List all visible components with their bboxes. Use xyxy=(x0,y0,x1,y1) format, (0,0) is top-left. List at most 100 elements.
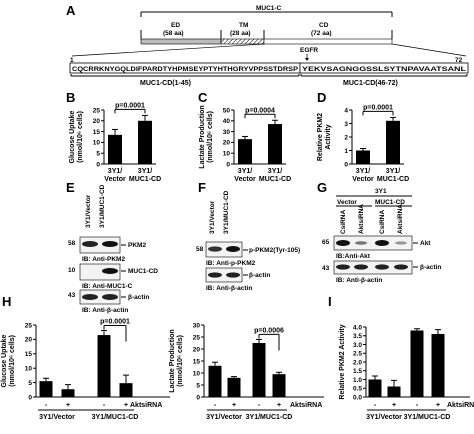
bar xyxy=(431,334,445,397)
panel-f-blots: 3Y1/Vector 3Y1/MUC1-CD 58 p-PKM2(Tyr-105… xyxy=(196,190,300,292)
x-tick-label: - xyxy=(258,402,261,409)
p-value-label: p=0.0006 xyxy=(254,327,284,334)
domain-ed-name: ED xyxy=(171,22,180,29)
g-ib-1: IB:Anti-Akt xyxy=(336,253,371,260)
y-tick-label: 25 xyxy=(193,334,201,341)
chart-d: 0 1 2 3 4 Relative PKM2 Activity p=0.0001 3Y1/Ve… xyxy=(317,104,409,183)
y-tick-label: 50 xyxy=(223,107,231,114)
group-label: 3Y1/MUC1-CD xyxy=(404,414,451,421)
bar xyxy=(268,124,282,164)
bar xyxy=(61,389,75,397)
y-tick-label: 0 xyxy=(226,161,230,168)
e-ib-3: IB: Anti-β-actin xyxy=(82,307,128,314)
x-tick-label: + xyxy=(436,402,440,409)
g-band-akt-1 xyxy=(336,240,350,246)
panel-letter-e: E xyxy=(66,180,75,195)
group-label: 3Y1/MUC1-CD xyxy=(246,414,293,421)
f-band-actin-vector xyxy=(208,272,222,278)
tm-bar xyxy=(220,38,265,45)
y-tick-label: 5 xyxy=(96,151,100,158)
f-lane-label-2: 3Y1/MUC1-CD xyxy=(223,190,230,234)
y-tick-label: 0 xyxy=(28,394,32,401)
y-tick-label: 5 xyxy=(196,382,200,389)
group-label: 3Y1/MUC1-CD xyxy=(92,414,139,421)
x-tick-label: 3Y1/ xyxy=(386,168,400,175)
y-tick-label: 3.0 xyxy=(353,342,362,349)
y-axis-label: Glucose Uptake xyxy=(1,334,8,387)
seq-end-number: 72 xyxy=(455,57,463,64)
domain-tm-name: TM xyxy=(239,22,248,29)
f-lane-label-1: 3Y1/Vector xyxy=(209,200,216,234)
y-tick-label: 10 xyxy=(223,151,231,158)
bar xyxy=(252,343,266,397)
g-group-1: Vector xyxy=(337,199,357,206)
f-blot-actin xyxy=(205,267,243,283)
seq-label-1: MUC1-CD(1-45) xyxy=(140,80,191,87)
y-tick-label: 15 xyxy=(25,351,33,358)
f-target-2: β-actin xyxy=(249,272,270,279)
treatment-label: AktsiRNA xyxy=(130,402,162,409)
x-tick-label: Vector xyxy=(352,176,374,183)
zoom-line-left xyxy=(71,43,265,57)
y-tick-label: 1 xyxy=(344,148,348,155)
y-axis-label: Activity xyxy=(325,124,332,149)
g-band-actin-2 xyxy=(354,264,368,270)
y-tick-label: 3.5 xyxy=(353,333,362,340)
seq-label-2: MUC1-CD(46-72) xyxy=(343,80,398,87)
panel-a-diagram: MUC1-C ED (58 aa) TM (28 aa) CD (72 aa) … xyxy=(69,5,469,87)
bar xyxy=(386,120,400,164)
y-tick-label: 2.5 xyxy=(353,351,362,358)
e-lane-label-1: 3Y1/Vector xyxy=(85,194,92,228)
p-value-label: p=0.0001 xyxy=(115,102,145,109)
g-band-actin-4 xyxy=(394,264,408,270)
panel-letter-b: B xyxy=(66,90,75,105)
egfr-label: EGFR xyxy=(300,47,318,54)
y-tick-label: 0 xyxy=(344,161,348,168)
f-mw-1: 58 xyxy=(196,246,204,253)
x-tick-label: 3Y1/ xyxy=(238,168,252,175)
x-tick-label: 3Y1/ xyxy=(108,168,122,175)
e-target-1: PKM2 xyxy=(128,242,146,249)
y-tick-label: 2.0 xyxy=(353,359,362,366)
chart-h2: 0 5 10 15 20 25 30 Lactate Production (nmol/10⁶ … xyxy=(169,322,324,421)
chart-h1: 0 5 10 15 20 25 Glucose Uptake (nmol/10⁶ cells)… xyxy=(1,318,170,421)
panel-letter-i: I xyxy=(328,294,332,309)
group-label: 3Y1/Vector xyxy=(366,414,402,421)
x-tick-label: - xyxy=(103,402,106,409)
panel-letter-f: F xyxy=(198,180,206,195)
g-ib-2: IB: Anti-β-actin xyxy=(336,277,382,284)
y-axis-label: (nmol/10⁶ cells) xyxy=(207,111,214,163)
e-mw-3: 43 xyxy=(68,292,76,299)
x-tick-label: Vector xyxy=(234,176,256,183)
bar xyxy=(387,386,401,397)
bar xyxy=(119,383,133,397)
group-label: 3Y1/Vector xyxy=(206,414,242,421)
g-blot-akt xyxy=(333,235,413,251)
g-band-akt-3 xyxy=(375,240,389,246)
g-mw-1: 65 xyxy=(322,239,330,246)
y-tick-label: 25 xyxy=(93,107,101,114)
x-tick-label: 3Y1/ xyxy=(268,168,282,175)
bar xyxy=(97,335,111,397)
panel-e-blots: 3Y1/Vector 3Y1/MUC1-CD 58 PKM2 IB: Anti-… xyxy=(68,184,158,314)
e-blot-actin xyxy=(79,289,121,305)
f-band-actin-muc1 xyxy=(226,272,240,278)
e-ib-1: IB: Anti-PKM2 xyxy=(82,256,125,263)
x-tick-label: - xyxy=(416,402,419,409)
g-header: 3Y1 xyxy=(375,188,387,195)
x-tick-label: MUC1-CD xyxy=(259,176,291,183)
f-band-ppkm2-vector xyxy=(208,246,222,252)
e-lane-label-2: 3Y1/MUC1-CD xyxy=(99,184,106,228)
y-axis-label: Lactate Production xyxy=(199,105,206,168)
x-tick-label: + xyxy=(124,402,128,409)
domain-ed-size: (58 aa) xyxy=(163,30,184,37)
bar xyxy=(410,330,424,397)
f-band-ppkm2-muc1 xyxy=(226,246,240,252)
y-tick-label: 2 xyxy=(344,134,348,141)
y-tick-label: 0.0 xyxy=(353,394,362,401)
treatment-label: AktsiRNA xyxy=(447,402,474,409)
seq-part-2: YEKVSAGNGGSSLSYTNPAVAATSANL xyxy=(302,66,466,73)
bar xyxy=(138,120,152,164)
bar xyxy=(39,381,53,397)
muc1c-label: MUC1-C xyxy=(256,5,282,12)
